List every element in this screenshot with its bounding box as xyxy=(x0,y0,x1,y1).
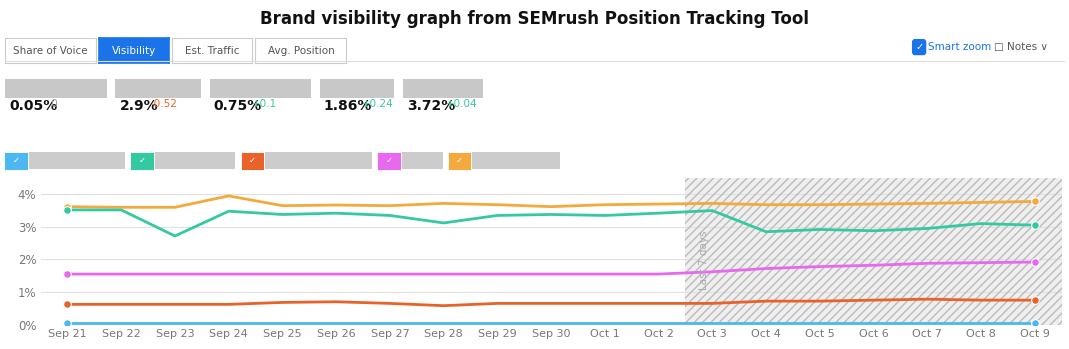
Text: 0.75%: 0.75% xyxy=(214,99,262,113)
Text: Smart zoom: Smart zoom xyxy=(928,42,991,52)
Bar xyxy=(685,178,1062,325)
Text: Brand visibility graph from SEMrush Position Tracking Tool: Brand visibility graph from SEMrush Posi… xyxy=(260,10,809,29)
Text: 3.72%: 3.72% xyxy=(407,99,455,113)
Text: Est. Traffic: Est. Traffic xyxy=(185,46,239,55)
Text: +0.04: +0.04 xyxy=(446,99,478,110)
Text: 1.86%: 1.86% xyxy=(324,99,372,113)
Text: 2.9%: 2.9% xyxy=(120,99,158,113)
Text: +0.1: +0.1 xyxy=(252,99,278,110)
Text: Avg. Position: Avg. Position xyxy=(267,46,335,55)
Text: ✓: ✓ xyxy=(915,42,924,52)
Text: ✓: ✓ xyxy=(249,156,255,165)
Text: □ Notes ∨: □ Notes ∨ xyxy=(994,42,1049,52)
Text: ✓: ✓ xyxy=(456,156,463,165)
Text: 0: 0 xyxy=(48,99,58,110)
Text: ✓: ✓ xyxy=(139,156,145,165)
Text: ✓: ✓ xyxy=(13,156,19,165)
Text: Last 7 days: Last 7 days xyxy=(699,230,709,290)
Text: ✓: ✓ xyxy=(386,156,392,165)
Text: +0.24: +0.24 xyxy=(362,99,394,110)
Text: 0.05%: 0.05% xyxy=(10,99,58,113)
Text: -0.52: -0.52 xyxy=(151,99,177,110)
Text: Visibility: Visibility xyxy=(112,46,156,55)
Text: Share of Voice: Share of Voice xyxy=(14,46,88,55)
